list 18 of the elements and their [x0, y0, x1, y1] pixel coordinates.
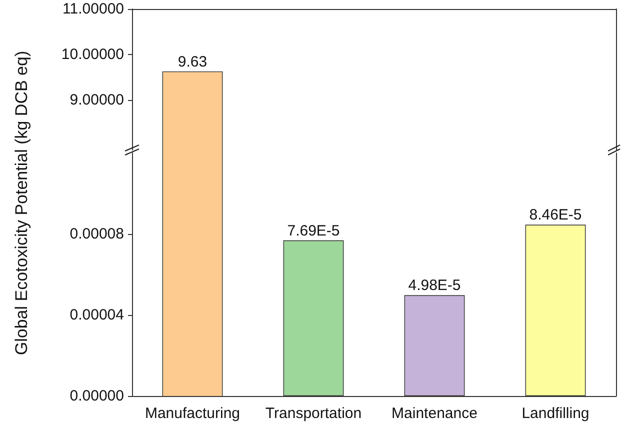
y-tick-label: 10.00000 — [61, 46, 124, 63]
x-tick-label: Transportation — [265, 405, 362, 422]
bar — [283, 240, 344, 396]
data-label: 9.63 — [178, 53, 208, 70]
data-label: 7.69E-5 — [287, 222, 340, 240]
bar — [525, 224, 586, 396]
x-tick-label: Landfilling — [522, 405, 590, 422]
bar — [404, 295, 465, 396]
y-tick-label: 0.00004 — [70, 306, 124, 324]
y-axis-title: Global Ecotoxicity Potential (kg DCB eq) — [12, 50, 32, 356]
data-label: 8.46E-5 — [529, 206, 582, 224]
x-tick-label: Maintenance — [392, 405, 478, 422]
y-tick-label: 0.00008 — [70, 226, 124, 242]
x-tick-label: Manufacturing — [144, 405, 240, 422]
y-tick-label: 9.00000 — [70, 91, 124, 108]
y-tick-label: 0.00000 — [70, 388, 124, 404]
data-label: 4.98E-5 — [408, 277, 461, 294]
y-tick-label: 11.00000 — [62, 0, 124, 18]
